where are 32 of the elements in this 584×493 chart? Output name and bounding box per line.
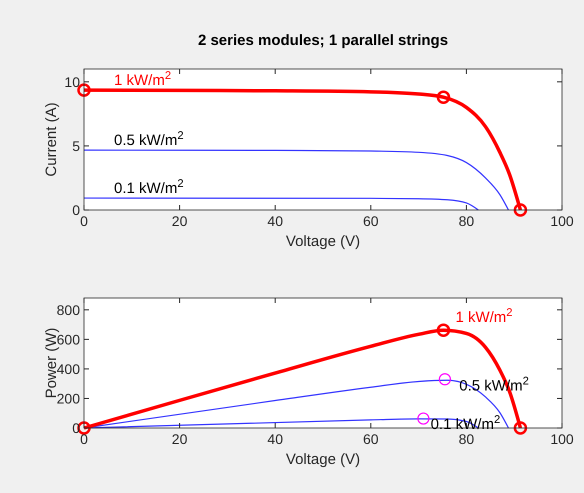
- series-label: 0.5 kW/m$^{2}$: [114, 130, 184, 150]
- point: [514, 203, 528, 217]
- chart-title: 2 series modules; 1 parallel strings: [198, 32, 448, 49]
- x-axis-title: Voltage (V): [286, 233, 360, 250]
- x-tick-label: 40: [267, 213, 284, 229]
- y-axis-title: Current (A): [43, 102, 60, 177]
- y-tick-label: 200: [56, 390, 80, 406]
- series-label: 0.1 kW/m$^{2}$: [114, 178, 184, 198]
- x-axis-title: Voltage (V): [286, 451, 360, 468]
- x-tick-label: 80: [458, 431, 474, 447]
- x-tick-label: 100: [550, 213, 574, 229]
- y-tick-label: 0: [72, 202, 80, 218]
- point: [436, 90, 450, 104]
- x-tick-label: 100: [550, 431, 574, 447]
- series-label: 1 kW/m$^{2}$: [114, 70, 172, 90]
- point: [417, 412, 430, 425]
- y-tick-label: 10: [64, 74, 80, 90]
- series-label: 1 kW/m$^{2}$: [455, 307, 513, 326]
- point: [436, 323, 450, 337]
- x-tick-label: 60: [363, 213, 379, 229]
- x-tick-label: 80: [458, 213, 474, 229]
- line-series: [83, 150, 510, 211]
- point: [438, 373, 451, 386]
- y-tick-label: 5: [72, 138, 80, 154]
- x-tick-label: 60: [363, 431, 379, 447]
- x-tick-label: 40: [267, 431, 284, 447]
- x-tick-label: 20: [172, 431, 188, 447]
- point: [514, 421, 528, 435]
- y-tick-label: 600: [56, 331, 80, 348]
- line-series: [83, 197, 479, 211]
- y-tick-label: 800: [56, 302, 80, 318]
- x-tick-label: 20: [172, 213, 188, 229]
